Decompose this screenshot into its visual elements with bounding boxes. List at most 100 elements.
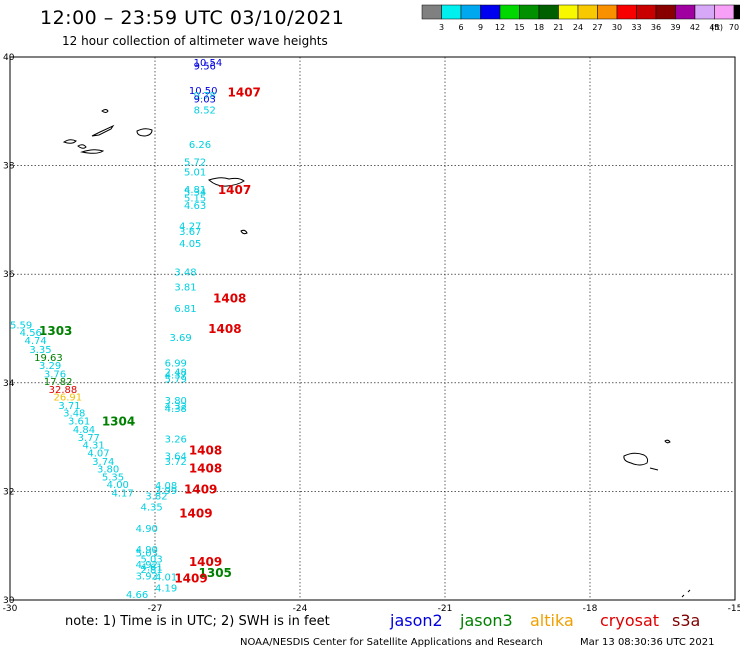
swh-value: 5.01	[184, 167, 206, 178]
swh-value: 3.61	[68, 417, 90, 428]
x-tick-label: -21	[438, 604, 453, 614]
legend-label: 9	[478, 23, 483, 32]
legend-label: 42	[690, 23, 700, 32]
legend-swatch	[616, 4, 637, 20]
swh-value: 4.07	[87, 449, 109, 460]
swh-value: 10.54	[194, 58, 223, 69]
swh-value: 3.77	[78, 433, 100, 444]
time-label: 1407	[218, 183, 251, 197]
legend-swatch	[636, 4, 657, 20]
footer-note: note: 1) Time is in UTC; 2) SWH is in fe…	[65, 614, 330, 629]
swh-value: 4.37	[165, 370, 187, 381]
legend-label: 6	[458, 23, 463, 32]
swh-value: 3.48	[63, 408, 85, 419]
grid-lines	[10, 57, 735, 600]
legend-label: 36	[651, 23, 661, 32]
swh-value: 3.80	[165, 396, 187, 407]
coastline-madeira	[208, 177, 248, 235]
legend-label: 45	[709, 23, 719, 32]
swh-value: 32.88	[49, 385, 78, 396]
swh-value: 4.61	[141, 563, 163, 574]
legend-label: 24	[573, 23, 583, 32]
swh-value: 4.05	[179, 239, 201, 250]
satellite-legend-altika: altika	[530, 611, 574, 630]
swh-value: 9.03	[194, 95, 216, 106]
swh-values: 10.549.56 10.509.789.038.52 6.26 5.725.01 4.…	[10, 58, 222, 601]
credit-text: NOAA/NESDIS Center for Satellite Applica…	[240, 637, 543, 648]
swh-value: 4.90	[136, 524, 158, 535]
legend-label: 30	[612, 23, 622, 32]
swh-value: 3.76	[44, 369, 66, 380]
time-label: 1304	[102, 415, 135, 429]
swh-value: 4.08	[155, 481, 177, 492]
swh-value: 5.03	[136, 549, 158, 560]
swh-value: 3.81	[174, 282, 196, 293]
swh-value: 9.78	[194, 91, 216, 102]
legend-swatch	[480, 4, 501, 20]
time-label: 1407	[228, 86, 261, 100]
swh-value: 3.48	[174, 267, 196, 278]
swh-value: 3.71	[58, 401, 80, 412]
time-label: 1409	[189, 555, 222, 569]
generated-timestamp: Mar 13 08:30:36 UTC 2021	[580, 637, 715, 648]
y-tick-label: 36	[3, 270, 15, 280]
swh-value: 4.38	[165, 404, 187, 415]
swh-value: 3.72	[165, 457, 187, 468]
axis-ticks: -30 -27 -24 -21 -18 -15 40 38 36 34 32 30	[3, 53, 740, 614]
swh-value: 6.99	[165, 359, 187, 370]
satellite-legend-s3a: s3a	[672, 611, 700, 630]
swh-value: 4.32	[165, 401, 187, 412]
x-tick-label: -24	[293, 604, 308, 614]
swh-value: 5.15	[184, 193, 206, 204]
legend-swatch	[519, 4, 540, 20]
legend-swatch	[577, 4, 598, 20]
map-frame	[9, 56, 736, 601]
swh-value: 26.91	[54, 393, 83, 404]
legend-unit: (ft)	[711, 23, 723, 32]
time-label: 1409	[174, 572, 207, 586]
swh-value: 4.00	[107, 480, 129, 491]
swh-value: 6.81	[174, 304, 196, 315]
x-tick-label: -15	[728, 604, 740, 614]
y-tick-label: 30	[3, 596, 15, 606]
color-legend: 3 6 9 12 15 18 21 24 27 30 33 36 39 42 45 70	[421, 4, 740, 32]
swh-value: 3.74	[92, 457, 114, 468]
swh-value: 4.27	[179, 222, 201, 233]
legend-swatch	[655, 4, 676, 20]
page-subtitle: 12 hour collection of altimeter wave hei…	[62, 34, 328, 48]
legend-swatch	[421, 4, 442, 20]
coastline-azores	[62, 109, 153, 154]
y-tick-label: 34	[3, 379, 15, 389]
x-tick-label: -18	[583, 604, 598, 614]
coastline-canaries	[623, 439, 691, 598]
swh-value: 4.74	[25, 336, 47, 347]
swh-value: 5.79	[165, 374, 187, 385]
swh-value: 4.84	[73, 425, 95, 436]
swh-value: 9.56	[194, 61, 216, 72]
time-label: 1408	[189, 461, 222, 475]
legend-swatch	[733, 4, 740, 20]
swh-value: 5.59	[10, 321, 32, 332]
swh-value: 8.52	[194, 105, 216, 116]
swh-value: 4.17	[112, 488, 134, 499]
swh-value: 4.81	[184, 185, 206, 196]
time-label: 1409	[184, 483, 217, 497]
satellite-legend-cryosat: cryosat	[600, 611, 659, 630]
y-tick-label: 32	[3, 487, 14, 497]
swh-value: 4.66	[126, 590, 148, 601]
legend-label: 27	[592, 23, 602, 32]
y-tick-label: 40	[3, 53, 15, 63]
swh-value: 10.50	[189, 86, 218, 97]
legend-swatch	[714, 4, 735, 20]
y-tick-label: 38	[3, 162, 15, 172]
legend-swatch	[558, 4, 579, 20]
time-label: 1408	[208, 322, 241, 336]
x-tick-label: -27	[148, 604, 163, 614]
swh-value: 3.92	[136, 571, 158, 582]
swh-value: 6.26	[189, 140, 211, 151]
swh-value: 3.64	[165, 451, 187, 462]
satellite-legend-jason2: jason2	[389, 611, 443, 630]
legend-swatch	[675, 4, 696, 20]
page-title: 12:00 – 23:59 UTC 03/10/2021	[40, 7, 344, 29]
